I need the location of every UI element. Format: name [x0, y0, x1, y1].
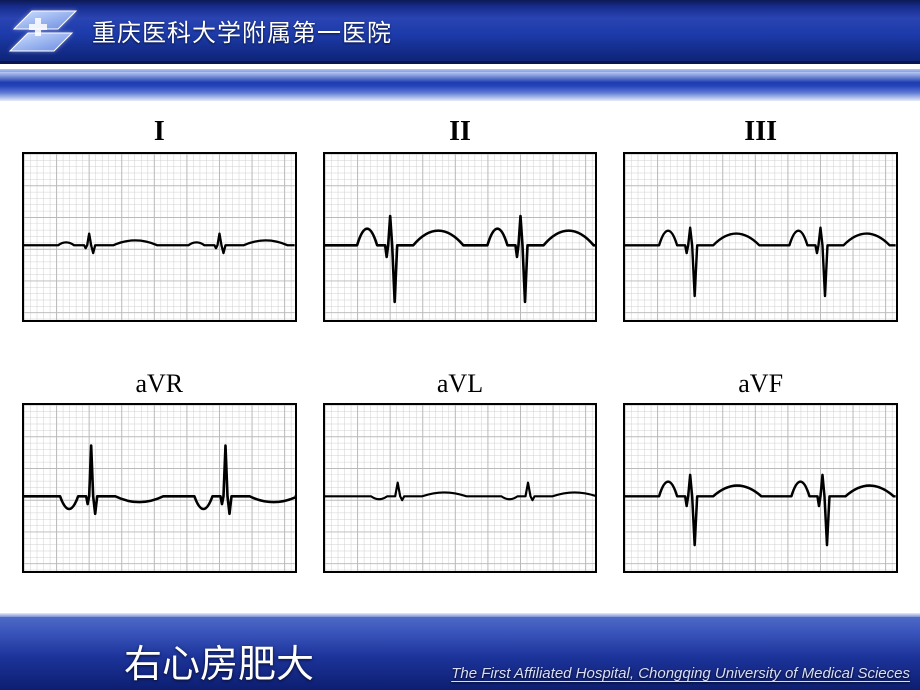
lead-label: II [323, 116, 598, 148]
ecg-panel [323, 403, 598, 573]
ecg-panel [623, 403, 898, 573]
ecg-panel [323, 152, 598, 322]
lead-label: aVL [323, 369, 598, 399]
footer-institution-en: The First Affiliated Hospital, Chongqing… [451, 665, 910, 682]
lead-label: III [623, 116, 898, 148]
diagnosis-title: 右心房肥大 [124, 646, 314, 684]
header-title: 重庆医科大学附属第一医院 [92, 13, 392, 48]
ecg-panel [22, 152, 297, 322]
header-accent-strip [0, 67, 920, 101]
hospital-logo-icon [8, 9, 78, 53]
lead-label: aVF [623, 369, 898, 399]
lead-label: I [22, 116, 297, 148]
header-banner: 重庆医科大学附属第一医院 [0, 0, 920, 64]
ecg-panel [623, 152, 898, 322]
ecg-grid: I II III aVR aVL aVF [0, 110, 920, 615]
ecg-panel [22, 403, 297, 573]
footer-banner: 右心房肥大 The First Affiliated Hospital, Cho… [0, 615, 920, 690]
lead-label: aVR [22, 369, 297, 399]
